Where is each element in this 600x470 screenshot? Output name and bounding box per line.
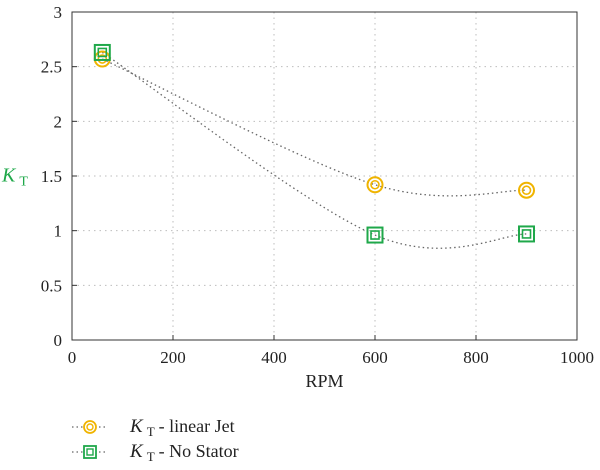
legend-item-linear-jet: K T - linear Jet — [72, 416, 235, 440]
data-markers — [93, 43, 535, 244]
legend: K T - linear Jet K T - No Stator — [72, 416, 239, 465]
y-tick-label: 1 — [54, 222, 63, 241]
y-axis-title-var: K — [1, 164, 17, 186]
y-tick-label: 0 — [54, 331, 63, 350]
no-stator-point — [366, 226, 384, 244]
legend-label-var: K — [129, 416, 144, 437]
y-tick-label: 2 — [54, 112, 63, 131]
legend-label-text: - No Stator — [159, 441, 239, 461]
linear-jet-point — [366, 176, 384, 194]
x-tick-label: 400 — [261, 348, 287, 367]
trend-line-series-1 — [101, 51, 527, 249]
legend-label: K T - No Stator — [129, 441, 239, 465]
y-axis: 0 0.5 1 1.5 2 2.5 3 — [41, 3, 77, 350]
x-axis: 0 200 400 600 800 1000 — [68, 335, 594, 367]
no-stator-point — [518, 225, 535, 243]
y-tick-label: 3 — [54, 3, 63, 22]
x-tick-label: 800 — [463, 348, 489, 367]
x-tick-label: 0 — [68, 348, 77, 367]
x-tick-label: 1000 — [560, 348, 594, 367]
legend-label-sub: T — [147, 424, 155, 439]
trend-lines — [101, 51, 527, 249]
legend-item-no-stator: K T - No Stator — [72, 441, 239, 465]
legend-label-var: K — [129, 441, 144, 462]
linear-jet-point — [518, 181, 535, 199]
legend-marker-double-circle — [83, 420, 97, 434]
grid — [72, 12, 577, 340]
y-axis-title: K T — [1, 164, 28, 189]
y-tick-label: 1.5 — [41, 167, 62, 186]
x-tick-label: 200 — [160, 348, 186, 367]
y-axis-title-sub: T — [19, 174, 28, 189]
y-tick-label: 0.5 — [41, 276, 62, 295]
y-tick-label: 2.5 — [41, 58, 62, 77]
legend-label: K T - linear Jet — [129, 416, 235, 440]
legend-label-text: - linear Jet — [159, 416, 235, 436]
legend-marker-double-square — [83, 445, 97, 459]
no-stator-point — [93, 43, 111, 61]
x-tick-label: 600 — [362, 348, 388, 367]
trend-line-series-0 — [102, 58, 527, 197]
legend-label-sub: T — [147, 449, 155, 464]
x-axis-title: RPM — [305, 371, 343, 391]
